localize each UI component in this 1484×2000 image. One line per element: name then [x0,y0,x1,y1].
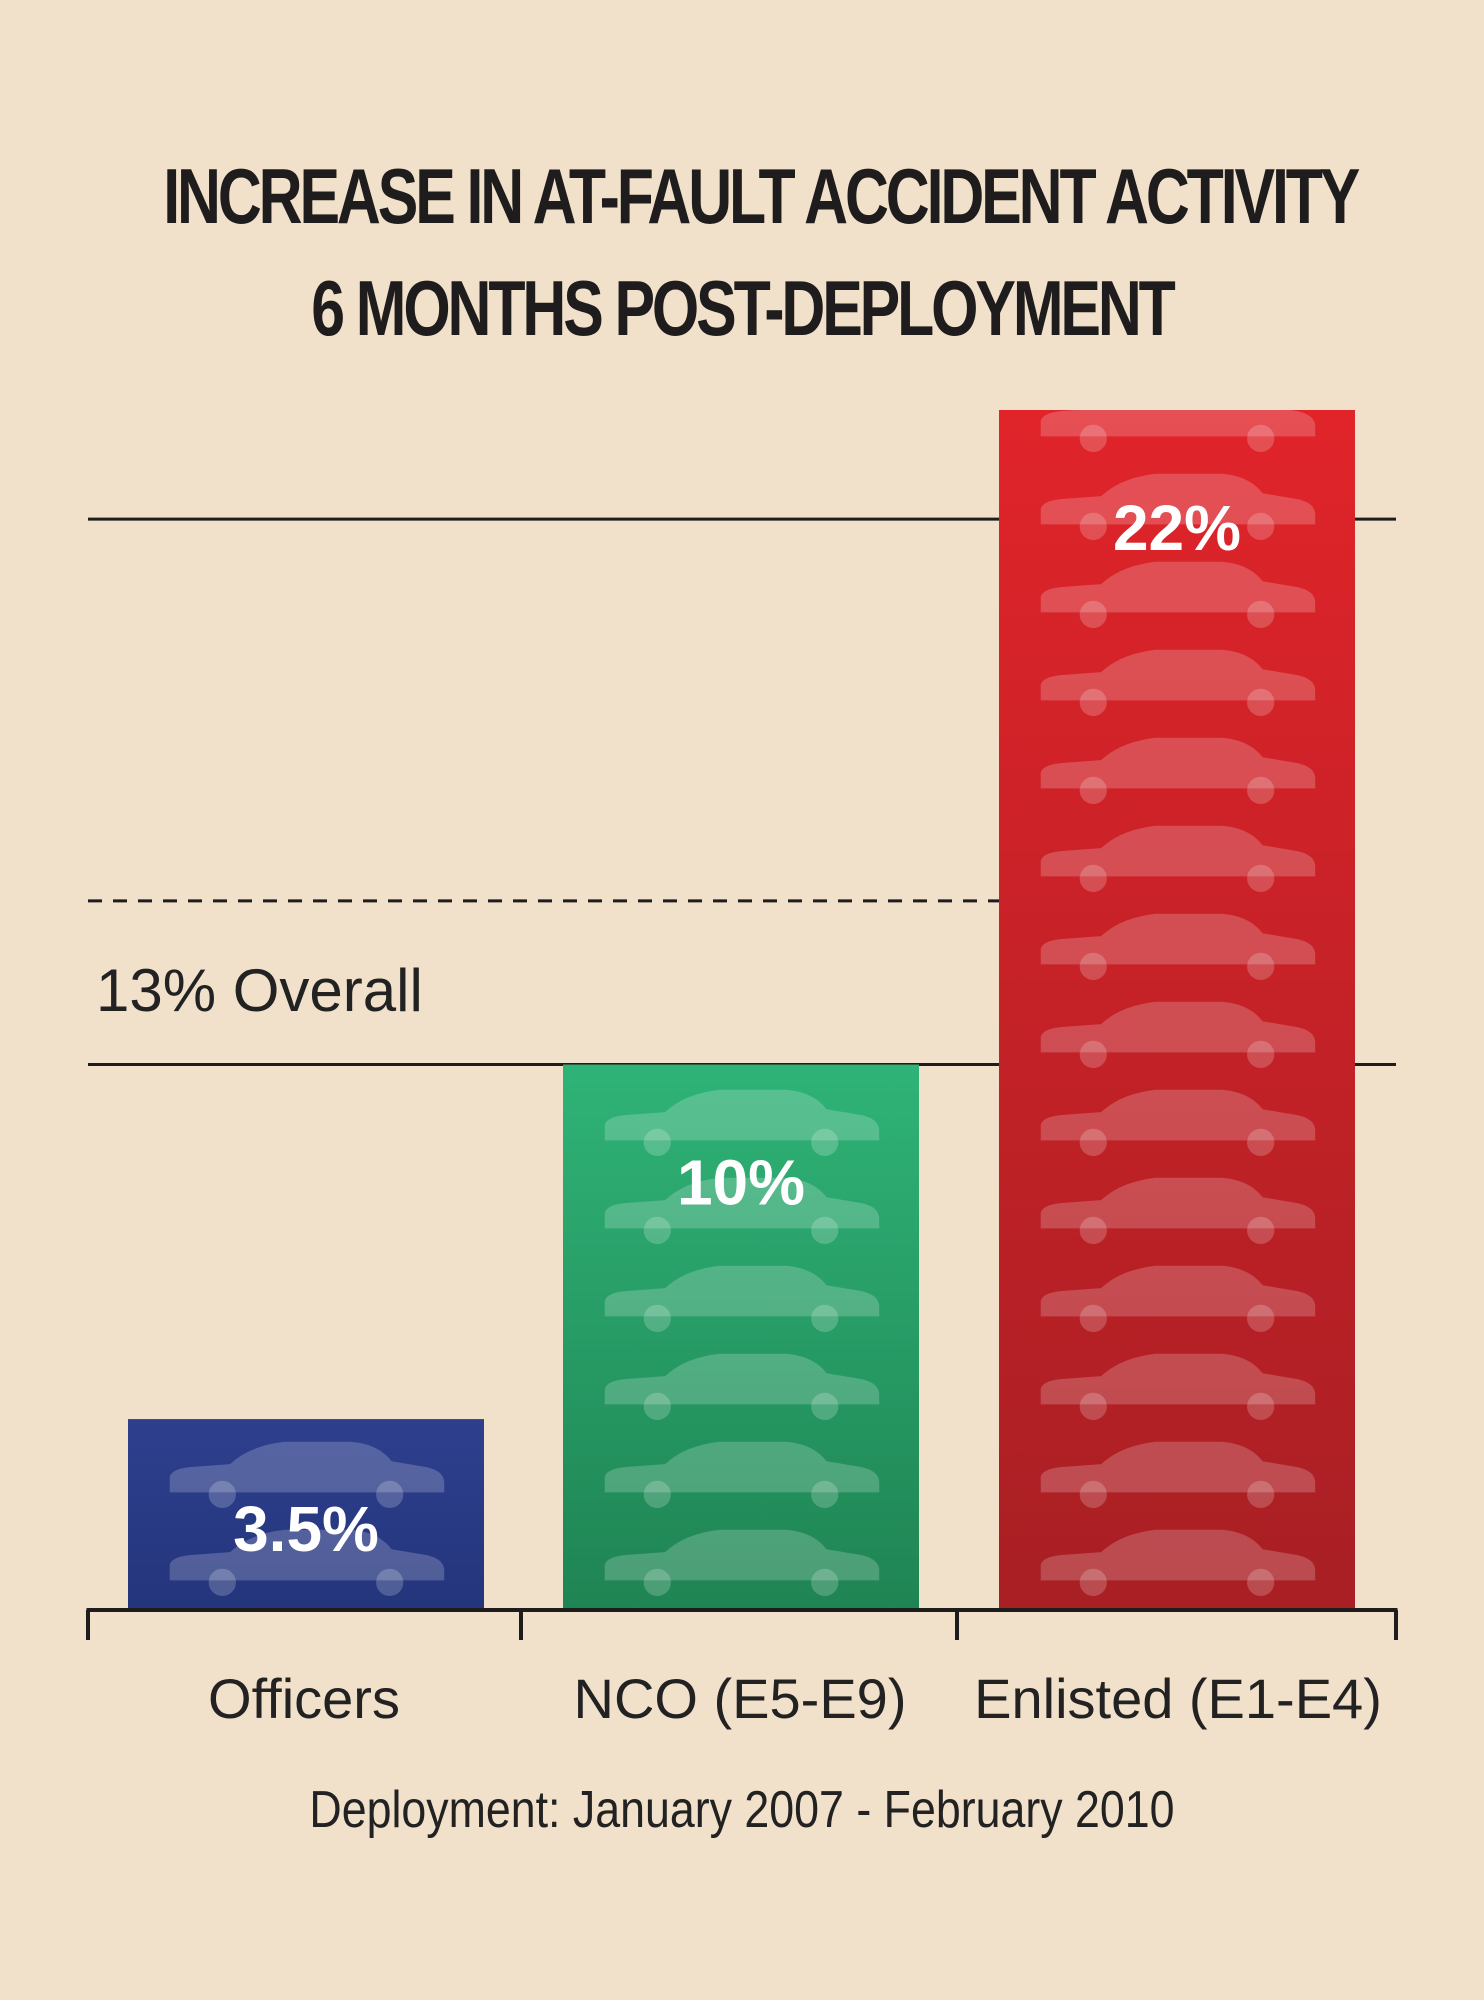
bar-group-2: 10% [563,1064,919,1610]
overall-reference-label: 13% Overall [96,957,423,1024]
chart-title-line-2: 6 MONTHS POST-DEPLOYMENT [311,264,1176,352]
chart-title-line-1: INCREASE IN AT-FAULT ACCIDENT ACTIVITY [163,152,1360,240]
x-axis: Officers NCO (E5-E9) Enlisted (E1-E4) [86,1608,1398,1730]
deployment-footnote: Deployment: January 2007 - February 2010 [0,1780,1484,1840]
x-tick-label-officers: Officers [208,1667,400,1730]
bar-group-3: 22% [999,410,1355,1610]
bar-nco [563,1064,919,1610]
value-label-officers: 3.5% [233,1493,379,1565]
bar-chart: 13% Overall 3.5% 10% 22% Officers NCO (E5-E… [86,410,1398,1730]
value-label-nco: 10% [677,1147,805,1219]
value-label-enlisted: 22% [1113,492,1241,564]
deployment-footnote-text: Deployment: January 2007 - February 2010 [309,1781,1175,1839]
chart-title: INCREASE IN AT-FAULT ACCIDENT ACTIVITY 6… [0,140,1484,364]
x-tick-label-enlisted: Enlisted (E1-E4) [974,1667,1382,1730]
bar-group-1: 3.5% [128,1419,484,1610]
bars: 3.5% 10% 22% [128,410,1355,1610]
x-tick-label-nco: NCO (E5-E9) [574,1667,907,1730]
